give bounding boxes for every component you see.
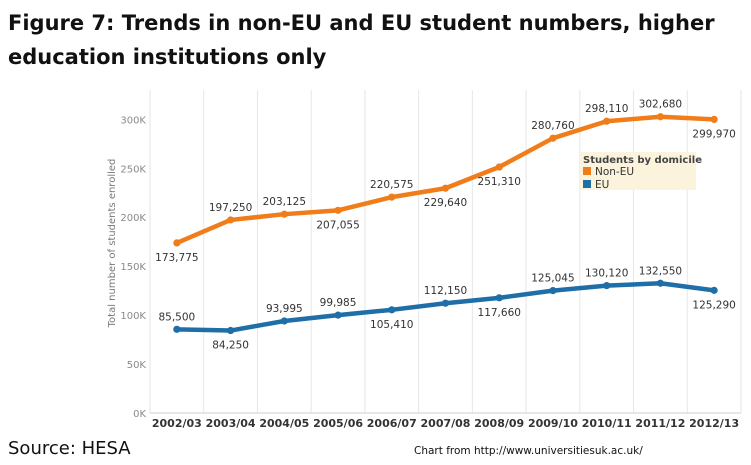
x-tick-label: 2004/05 xyxy=(259,417,309,430)
data-label: 93,995 xyxy=(266,303,303,315)
data-label: 298,110 xyxy=(585,103,628,115)
data-point xyxy=(603,282,611,290)
figure-title: Figure 7: Trends in non-EU and EU studen… xyxy=(8,11,715,69)
data-point xyxy=(334,311,342,319)
data-point xyxy=(441,299,450,307)
series xyxy=(173,113,718,335)
source-note: Source: HESA xyxy=(8,438,131,459)
data-label: 229,640 xyxy=(424,197,467,209)
data-label: 105,410 xyxy=(370,319,413,331)
data-point xyxy=(441,184,450,192)
data-label: 197,250 xyxy=(209,202,252,214)
y-axis-label: Total number of students enrolled xyxy=(107,159,118,329)
legend-label-eu: EU xyxy=(595,179,609,191)
data-point xyxy=(495,294,503,302)
data-label: 99,985 xyxy=(320,297,357,309)
chart-credit: Chart from http://www.universitiesuk.ac.… xyxy=(414,445,643,457)
data-point xyxy=(710,115,718,123)
data-point xyxy=(226,326,235,335)
y-tick-label: 150K xyxy=(120,262,146,273)
x-tick-label: 2002/03 xyxy=(152,417,202,430)
data-point xyxy=(280,210,288,218)
data-label: 85,500 xyxy=(158,311,195,323)
y-tick-label: 250K xyxy=(120,164,146,175)
legend-background xyxy=(580,152,696,190)
data-label: 251,310 xyxy=(478,176,521,188)
data-label: 125,045 xyxy=(531,273,574,285)
x-tick-label: 2007/08 xyxy=(421,417,471,430)
x-tick-label: 2010/11 xyxy=(582,417,632,430)
data-point xyxy=(603,117,611,125)
data-label: 125,290 xyxy=(692,299,735,311)
data-label: 220,575 xyxy=(370,179,413,191)
gridlines xyxy=(149,90,742,413)
data-point xyxy=(388,193,396,201)
data-label: 112,150 xyxy=(424,285,467,297)
y-tick-label: 300K xyxy=(120,115,146,126)
data-label: 173,775 xyxy=(155,252,198,264)
data-label: 132,550 xyxy=(639,265,682,277)
data-label: 84,250 xyxy=(212,340,249,352)
x-tick-label: 2008/09 xyxy=(474,417,524,430)
legend: Students by domicile Non-EU EU xyxy=(580,152,702,191)
data-point xyxy=(388,306,396,314)
data-labels: 173,775 197,250 203,125 207,055 220,575 229,6… xyxy=(155,99,736,352)
y-tick-label: 200K xyxy=(120,213,146,224)
y-tick-label: 100K xyxy=(120,311,146,322)
data-label: 117,660 xyxy=(478,307,521,319)
y-tick-label: 0K xyxy=(133,409,146,420)
data-point xyxy=(226,216,235,224)
data-label: 203,125 xyxy=(263,196,306,208)
x-tick-label: 2012/13 xyxy=(689,417,739,430)
data-point xyxy=(549,287,557,295)
data-point xyxy=(334,206,342,214)
y-tick-label: 50K xyxy=(127,360,147,371)
legend-label-non-eu: Non-EU xyxy=(595,166,634,178)
legend-swatch-eu xyxy=(583,180,591,188)
x-tick-label: 2003/04 xyxy=(206,417,256,430)
data-label: 280,760 xyxy=(531,120,574,132)
x-tick-label: 2011/12 xyxy=(635,417,685,430)
x-tick-label: 2006/07 xyxy=(367,417,417,430)
data-label: 302,680 xyxy=(639,99,682,111)
data-label: 299,970 xyxy=(692,128,735,140)
x-tick-label: 2009/10 xyxy=(528,417,578,430)
x-tick-label: 2005/06 xyxy=(313,417,363,430)
data-point xyxy=(656,113,665,121)
data-label: 207,055 xyxy=(316,219,359,231)
legend-swatch-non-eu xyxy=(583,167,591,175)
data-label: 130,120 xyxy=(585,268,628,280)
legend-title: Students by domicile xyxy=(583,155,702,166)
data-point xyxy=(656,279,665,287)
data-point xyxy=(173,239,181,247)
data-point xyxy=(173,325,181,333)
data-point xyxy=(280,317,288,325)
data-point xyxy=(495,163,503,171)
data-point xyxy=(549,134,557,142)
data-point xyxy=(710,286,718,294)
